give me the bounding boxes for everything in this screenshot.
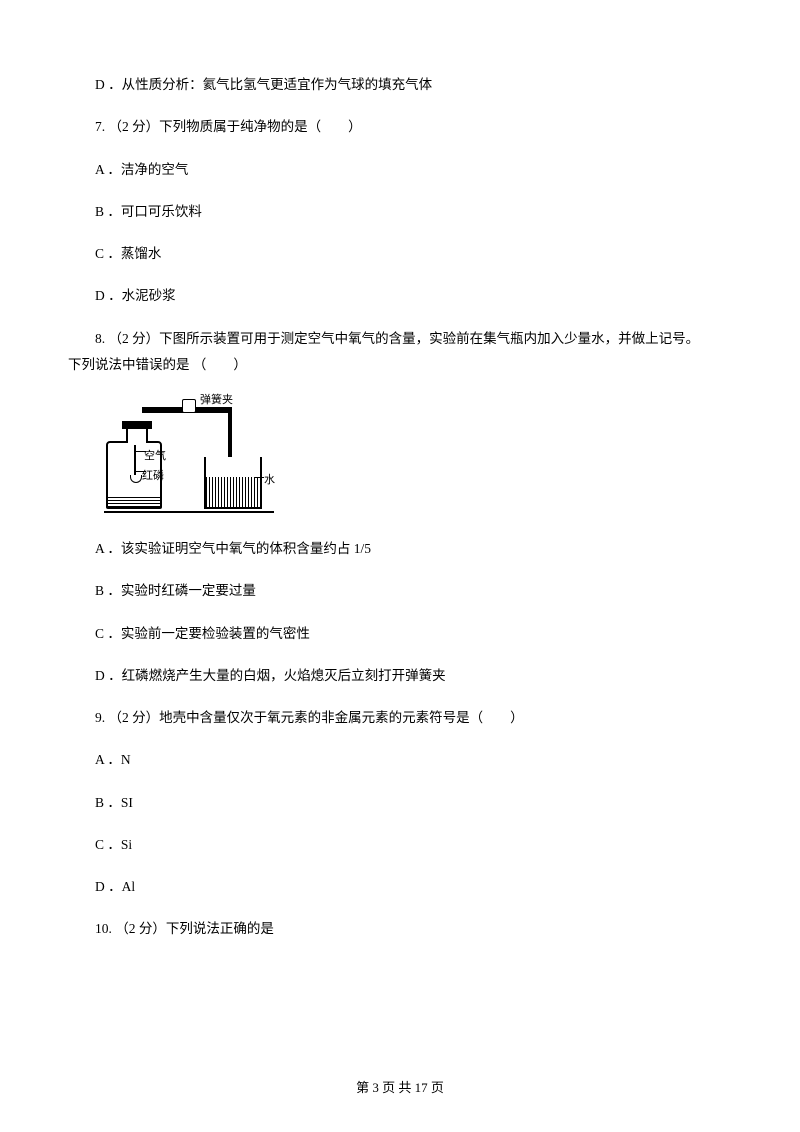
q9-option-b: B ．SI — [68, 793, 732, 813]
q6-option-d: D ．从性质分析：氦气比氢气更适宜作为气球的填充气体 — [68, 75, 732, 95]
q8-option-d: D ．红磷燃烧产生大量的白烟，火焰熄灭后立刻打开弹簧夹 — [68, 666, 732, 686]
label-water: 水 — [264, 471, 275, 487]
q7-option-d: D ．水泥砂浆 — [68, 286, 732, 306]
q8-option-b: B ．实验时红磷一定要过量 — [68, 581, 732, 601]
q9-option-c: C ．Si — [68, 835, 732, 855]
q7-option-c: C ．蒸馏水 — [68, 244, 732, 264]
q9-option-d: D ．Al — [68, 877, 732, 897]
page-footer: 第 3 页 共 17 页 — [0, 1077, 800, 1096]
q8-apparatus-diagram: 弹簧夹 空气 红磷 水 — [104, 393, 284, 513]
q10-stem: 10. （2 分）下列说法正确的是 — [68, 919, 732, 939]
q9-stem: 9. （2 分）地壳中含量仅次于氧元素的非金属元素的元素符号是（ ） — [68, 708, 732, 728]
q8-stem-line2: 下列说法中错误的是 （ ） — [68, 355, 732, 375]
q9-option-a: A ．N — [68, 750, 732, 770]
q7-option-a: A ．洁净的空气 — [68, 160, 732, 180]
label-clip: 弹簧夹 — [200, 391, 233, 407]
q8-option-c: C ．实验前一定要检验装置的气密性 — [68, 624, 732, 644]
q7-option-b: B ．可口可乐饮料 — [68, 202, 732, 222]
q7-stem: 7. （2 分）下列物质属于纯净物的是（ ） — [68, 117, 732, 137]
q8-option-a: A ．该实验证明空气中氧气的体积含量约占 1/5 — [68, 539, 732, 559]
label-air: 空气 — [144, 447, 166, 463]
q8-stem-line1: 8. （2 分）下图所示装置可用于测定空气中氧气的含量，实验前在集气瓶内加入少量… — [68, 329, 732, 349]
label-phosphorus: 红磷 — [142, 467, 164, 483]
